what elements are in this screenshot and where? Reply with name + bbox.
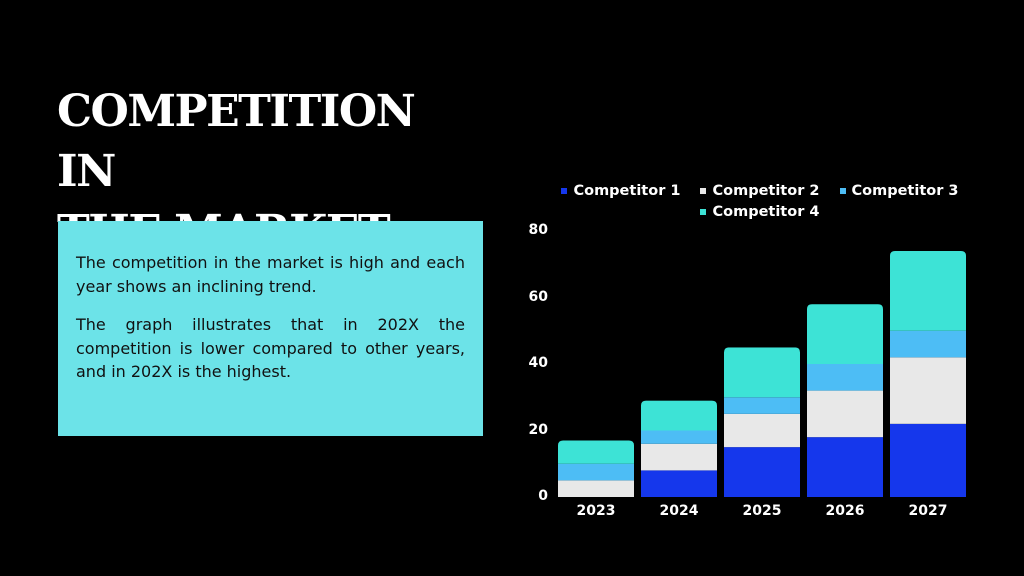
- x-axis-tick-label: 2026: [825, 503, 865, 519]
- y-axis-tick-label: 0: [538, 488, 548, 504]
- description-paragraph-2: The graph illustrates that in 202X the c…: [76, 315, 465, 381]
- legend-item-competitor-2: Competitor 2: [700, 182, 820, 199]
- legend-swatch-icon: [700, 208, 707, 215]
- description-paragraph-1: The competition in the market is high an…: [76, 253, 465, 296]
- bar-segment-competitor-3: [641, 430, 717, 444]
- legend-row-2: Competitor 4: [560, 201, 960, 222]
- legend-label: Competitor 4: [712, 203, 820, 220]
- bar-segment-competitor-4: [807, 304, 883, 364]
- slide-title-line-1: COMPETITION IN: [57, 86, 416, 197]
- legend-label: Competitor 3: [851, 182, 959, 199]
- y-axis-tick-label: 60: [528, 288, 548, 305]
- legend-item-competitor-1: Competitor 1: [561, 183, 680, 199]
- legend-label: Competitor 2: [712, 182, 820, 199]
- bar-2027: [890, 250, 966, 497]
- x-axis-tick-label: 2024: [659, 503, 699, 519]
- bar-segment-competitor-4: [641, 400, 717, 431]
- bar-segment-competitor-2: [641, 443, 717, 471]
- bar-segment-competitor-4: [558, 440, 634, 464]
- bar-2025: [724, 347, 800, 497]
- description-text-box: The competition in the market is high an…: [58, 221, 483, 436]
- bar-segment-competitor-2: [890, 357, 966, 424]
- bar-segment-competitor-4: [724, 347, 800, 398]
- y-axis-tick-label: 20: [528, 421, 548, 438]
- legend-label: Competitor 1: [573, 182, 681, 199]
- bar-2026: [807, 304, 883, 497]
- chart-legend: Competitor 1 Competitor 2 Competitor 3 C…: [560, 180, 960, 222]
- bar-2023: [558, 440, 634, 497]
- legend-item-competitor-3: Competitor 3: [839, 182, 959, 199]
- legend-swatch-icon: [561, 187, 568, 194]
- y-axis-tick-label: 80: [528, 222, 548, 238]
- bar-segment-competitor-3: [807, 364, 883, 391]
- legend-swatch-icon: [700, 187, 707, 194]
- bar-segment-competitor-4: [890, 250, 966, 331]
- x-axis-tick-label: 2027: [908, 503, 948, 519]
- bar-segment-competitor-1: [807, 437, 883, 497]
- x-axis-tick-label: 2023: [576, 503, 616, 519]
- bar-segment-competitor-2: [558, 480, 634, 497]
- bar-segment-competitor-1: [890, 423, 966, 497]
- y-axis-tick-label: 40: [528, 355, 548, 371]
- bar-segment-competitor-1: [641, 470, 717, 497]
- bar-segment-competitor-3: [724, 397, 800, 414]
- legend-row-1: Competitor 1 Competitor 2 Competitor 3: [560, 180, 960, 201]
- x-axis-tick-label: 2025: [742, 503, 782, 519]
- bar-2024: [641, 400, 717, 497]
- bar-segment-competitor-3: [890, 330, 966, 358]
- bar-segment-competitor-2: [807, 390, 883, 438]
- bar-segment-competitor-3: [558, 463, 634, 481]
- bar-segment-competitor-1: [724, 447, 800, 497]
- legend-swatch-icon: [839, 187, 846, 194]
- bar-segment-competitor-2: [724, 413, 800, 448]
- legend-item-competitor-4: Competitor 4: [700, 203, 820, 220]
